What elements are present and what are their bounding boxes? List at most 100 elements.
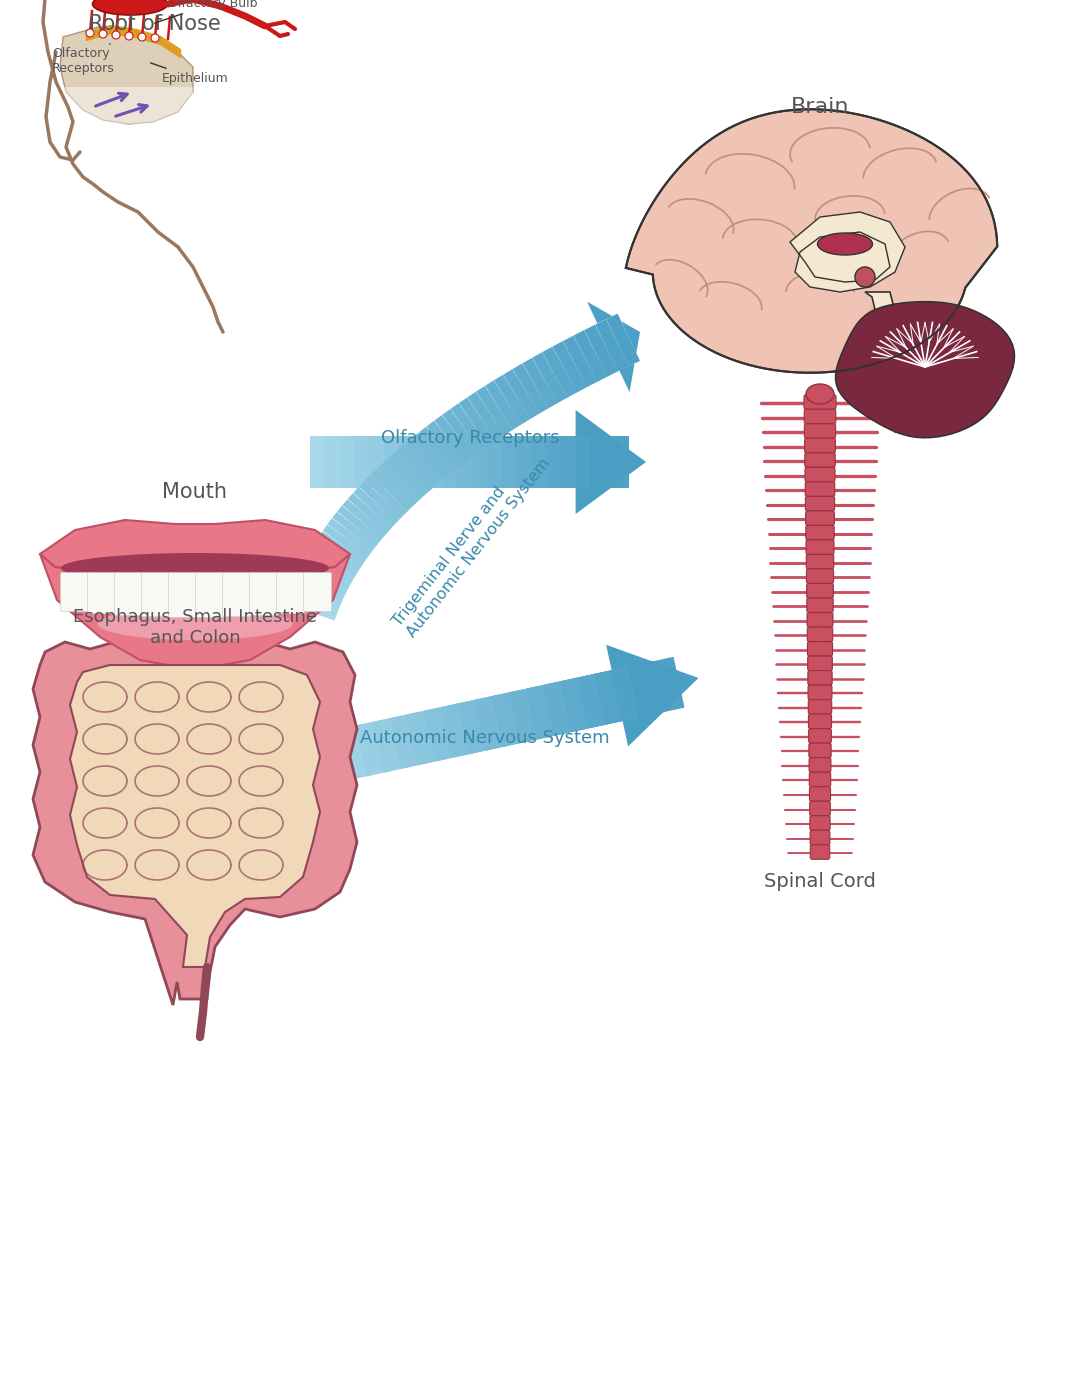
FancyBboxPatch shape bbox=[222, 572, 251, 616]
Text: Olfactory
Receptors: Olfactory Receptors bbox=[52, 44, 114, 75]
FancyArrow shape bbox=[390, 712, 431, 768]
FancyArrow shape bbox=[340, 435, 360, 488]
FancyArrow shape bbox=[459, 398, 497, 446]
Polygon shape bbox=[70, 665, 320, 967]
FancyArrow shape bbox=[509, 683, 568, 744]
Ellipse shape bbox=[61, 553, 329, 583]
FancyArrow shape bbox=[561, 435, 612, 488]
FancyArrow shape bbox=[288, 590, 339, 615]
FancyBboxPatch shape bbox=[811, 844, 830, 860]
Polygon shape bbox=[835, 301, 1015, 438]
FancyArrow shape bbox=[318, 531, 365, 567]
FancyArrow shape bbox=[397, 445, 438, 489]
FancyBboxPatch shape bbox=[805, 482, 835, 496]
FancyBboxPatch shape bbox=[808, 744, 831, 757]
FancyBboxPatch shape bbox=[804, 409, 836, 424]
FancyArrow shape bbox=[441, 699, 490, 757]
FancyArrow shape bbox=[411, 433, 451, 478]
Text: Spinal Cord: Spinal Cord bbox=[764, 872, 876, 891]
FancyBboxPatch shape bbox=[805, 467, 835, 482]
FancyArrow shape bbox=[494, 375, 530, 424]
Ellipse shape bbox=[817, 234, 873, 256]
FancyArrow shape bbox=[503, 369, 539, 419]
FancyArrow shape bbox=[365, 474, 408, 517]
FancyArrow shape bbox=[527, 677, 587, 739]
FancyArrow shape bbox=[296, 571, 346, 598]
Circle shape bbox=[855, 267, 875, 287]
FancyArrow shape bbox=[424, 703, 470, 761]
FancyArrow shape bbox=[377, 463, 419, 506]
FancyArrow shape bbox=[391, 451, 431, 495]
FancyArrow shape bbox=[383, 456, 425, 500]
FancyArrow shape bbox=[359, 481, 403, 522]
FancyBboxPatch shape bbox=[805, 511, 834, 525]
FancyArrow shape bbox=[552, 341, 587, 392]
Text: Esophagus, Small Intestine
and Colon: Esophagus, Small Intestine and Colon bbox=[73, 608, 317, 647]
FancyArrow shape bbox=[584, 325, 618, 377]
Circle shape bbox=[151, 35, 159, 41]
FancyArrow shape bbox=[285, 597, 336, 621]
FancyBboxPatch shape bbox=[805, 496, 834, 511]
FancyArrow shape bbox=[373, 716, 412, 773]
FancyArrow shape bbox=[304, 732, 334, 788]
FancyArrow shape bbox=[303, 557, 351, 587]
FancyBboxPatch shape bbox=[806, 598, 833, 612]
FancyArrow shape bbox=[468, 391, 504, 441]
Text: Epithelium: Epithelium bbox=[151, 64, 229, 86]
FancyArrow shape bbox=[339, 724, 373, 779]
Text: Olfactory Bulb: Olfactory Bulb bbox=[155, 0, 257, 23]
FancyArrow shape bbox=[307, 550, 355, 583]
FancyArrow shape bbox=[543, 347, 577, 398]
FancyArrow shape bbox=[451, 404, 488, 452]
FancyBboxPatch shape bbox=[61, 572, 89, 611]
FancyArrow shape bbox=[522, 358, 557, 409]
FancyArrow shape bbox=[532, 352, 567, 404]
FancyArrow shape bbox=[457, 435, 494, 488]
FancyArrow shape bbox=[343, 499, 387, 539]
Circle shape bbox=[99, 30, 107, 37]
FancyBboxPatch shape bbox=[806, 540, 834, 554]
FancyArrow shape bbox=[383, 435, 410, 488]
FancyBboxPatch shape bbox=[810, 815, 830, 831]
Circle shape bbox=[87, 29, 94, 37]
FancyBboxPatch shape bbox=[807, 656, 832, 670]
FancyArrow shape bbox=[442, 409, 481, 457]
FancyBboxPatch shape bbox=[250, 572, 278, 615]
Polygon shape bbox=[865, 292, 910, 433]
Text: Autonomic Nervous System: Autonomic Nervous System bbox=[360, 728, 610, 748]
FancyArrow shape bbox=[407, 708, 451, 766]
FancyArrow shape bbox=[611, 656, 685, 721]
FancyArrow shape bbox=[595, 319, 629, 372]
FancyArrow shape bbox=[492, 687, 548, 746]
FancyBboxPatch shape bbox=[808, 699, 832, 714]
FancyArrow shape bbox=[560, 669, 626, 732]
FancyArrow shape bbox=[546, 435, 596, 488]
FancyArrow shape bbox=[476, 386, 513, 435]
FancyArrow shape bbox=[356, 720, 392, 777]
Circle shape bbox=[112, 30, 120, 39]
FancyArrow shape bbox=[314, 538, 362, 572]
FancyBboxPatch shape bbox=[810, 802, 830, 815]
Polygon shape bbox=[40, 520, 350, 582]
FancyArrow shape bbox=[475, 691, 529, 750]
FancyArrow shape bbox=[368, 435, 393, 488]
FancyArrow shape bbox=[531, 435, 579, 488]
FancyArrow shape bbox=[323, 525, 370, 561]
FancyArrow shape bbox=[576, 410, 646, 514]
FancyBboxPatch shape bbox=[806, 525, 834, 540]
FancyArrow shape bbox=[325, 435, 343, 488]
FancyBboxPatch shape bbox=[804, 438, 835, 453]
FancyArrow shape bbox=[576, 435, 629, 488]
Polygon shape bbox=[60, 28, 193, 124]
FancyArrow shape bbox=[472, 435, 512, 488]
FancyArrow shape bbox=[442, 435, 477, 488]
Circle shape bbox=[138, 33, 146, 41]
FancyArrow shape bbox=[290, 583, 341, 609]
FancyBboxPatch shape bbox=[141, 572, 170, 616]
FancyArrow shape bbox=[348, 493, 392, 533]
FancyBboxPatch shape bbox=[808, 714, 832, 728]
FancyArrow shape bbox=[513, 363, 548, 413]
FancyBboxPatch shape bbox=[807, 670, 832, 685]
FancyBboxPatch shape bbox=[303, 572, 331, 611]
FancyArrow shape bbox=[355, 435, 377, 488]
